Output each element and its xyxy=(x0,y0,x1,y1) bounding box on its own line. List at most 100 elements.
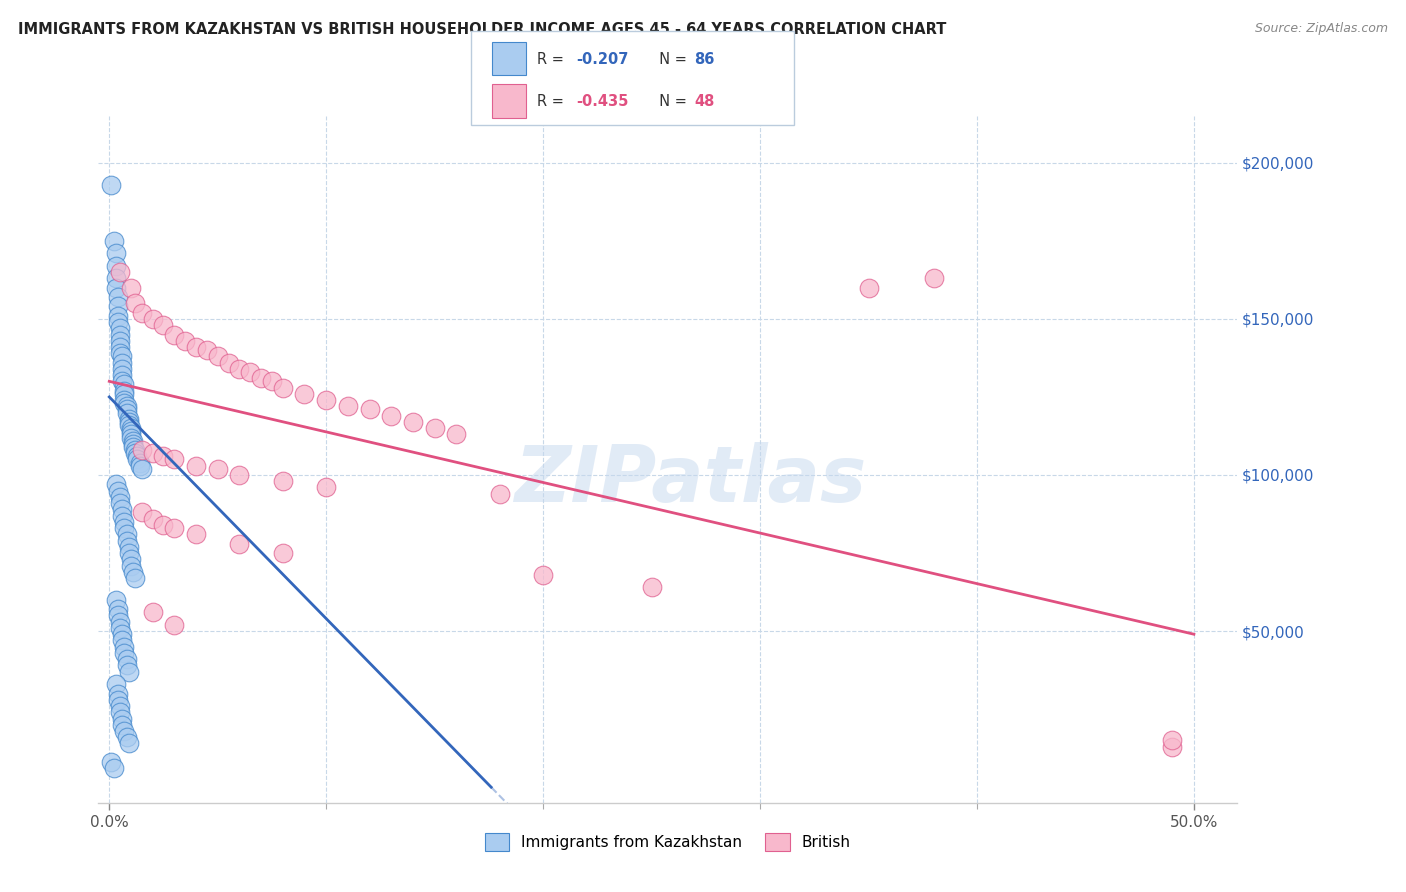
Point xyxy=(163,452,186,467)
Point xyxy=(115,405,138,419)
Point xyxy=(104,592,127,607)
Point xyxy=(114,515,136,529)
Point xyxy=(107,483,129,498)
Point xyxy=(103,234,125,248)
Point xyxy=(115,400,138,414)
Point xyxy=(111,717,134,731)
Point xyxy=(142,511,165,525)
Point xyxy=(114,377,136,392)
Point xyxy=(114,724,136,739)
Point xyxy=(103,762,125,776)
Point xyxy=(108,615,131,629)
Point xyxy=(131,443,153,457)
Point xyxy=(228,362,250,376)
Point xyxy=(118,412,141,426)
Point xyxy=(108,334,131,348)
Text: 48: 48 xyxy=(695,95,714,110)
Point xyxy=(260,375,283,389)
Point xyxy=(195,343,218,358)
Point xyxy=(104,271,127,285)
Point xyxy=(115,658,138,673)
Point xyxy=(315,392,337,407)
Point xyxy=(111,350,134,364)
Point xyxy=(131,305,153,319)
Point xyxy=(120,430,142,444)
Point xyxy=(115,533,138,548)
Point xyxy=(108,321,131,335)
Point xyxy=(111,633,134,648)
Point xyxy=(142,605,165,619)
Point xyxy=(120,427,142,442)
Point xyxy=(111,508,134,523)
Point xyxy=(271,546,294,560)
Point xyxy=(131,462,153,476)
Point xyxy=(120,558,142,573)
Point xyxy=(250,371,273,385)
Point xyxy=(100,178,122,192)
Point xyxy=(108,265,131,279)
Point xyxy=(107,315,129,329)
Point xyxy=(108,327,131,342)
Point xyxy=(271,475,294,489)
Point xyxy=(114,392,136,407)
Point xyxy=(115,730,138,744)
Point xyxy=(114,396,136,410)
Point xyxy=(114,387,136,401)
Point xyxy=(118,415,141,429)
Point xyxy=(100,755,122,769)
Point xyxy=(207,350,229,364)
Point xyxy=(118,540,141,554)
Point xyxy=(111,375,134,389)
Point xyxy=(228,467,250,482)
Point xyxy=(111,368,134,382)
Point xyxy=(120,280,142,294)
Point xyxy=(488,487,510,501)
Point xyxy=(640,581,662,595)
Point xyxy=(127,452,149,467)
Point xyxy=(120,421,142,435)
Text: N =: N = xyxy=(650,52,692,67)
Point xyxy=(128,455,150,469)
Point xyxy=(380,409,402,423)
Point xyxy=(163,617,186,632)
Point xyxy=(122,440,145,454)
Point xyxy=(108,496,131,510)
Point xyxy=(114,384,136,398)
Point xyxy=(108,340,131,354)
Point xyxy=(111,362,134,376)
Point xyxy=(114,521,136,535)
Point xyxy=(446,427,468,442)
Point xyxy=(402,415,425,429)
Point xyxy=(184,340,207,354)
Text: 86: 86 xyxy=(695,52,714,67)
Point xyxy=(115,527,138,541)
Point xyxy=(294,387,316,401)
Point xyxy=(107,309,129,323)
Legend: Immigrants from Kazakhstan, British: Immigrants from Kazakhstan, British xyxy=(478,827,858,857)
Point xyxy=(315,480,337,494)
Point xyxy=(104,677,127,691)
Point xyxy=(115,652,138,666)
Text: -0.435: -0.435 xyxy=(576,95,628,110)
Point xyxy=(114,646,136,660)
Point xyxy=(120,425,142,439)
Point xyxy=(120,552,142,566)
Point xyxy=(423,421,446,435)
Point xyxy=(111,355,134,369)
Point xyxy=(107,608,129,623)
Point xyxy=(111,502,134,516)
Point xyxy=(107,602,129,616)
Point xyxy=(107,290,129,304)
Point xyxy=(118,546,141,560)
Point xyxy=(107,687,129,701)
Text: -0.207: -0.207 xyxy=(576,52,628,67)
Point xyxy=(142,446,165,460)
Point xyxy=(1161,739,1184,754)
Point xyxy=(336,400,359,414)
Point xyxy=(108,699,131,714)
Point xyxy=(531,568,554,582)
Point xyxy=(163,327,186,342)
Point xyxy=(218,355,240,369)
Point xyxy=(152,450,174,464)
Point xyxy=(124,446,146,460)
